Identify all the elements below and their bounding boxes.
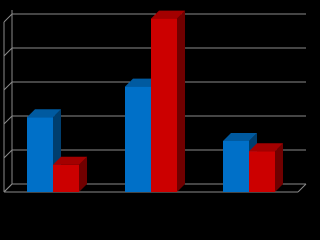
bar — [151, 18, 177, 192]
bar-side — [275, 143, 283, 192]
bar — [223, 141, 249, 192]
bar-top — [151, 10, 185, 19]
chart — [3, 10, 307, 193]
grid-line — [3, 47, 306, 57]
grid-line — [3, 149, 306, 159]
bar-top — [223, 133, 257, 141]
page: {"chart_data": {"type": "bar3d", "catego… — [3, 10, 307, 193]
bar-side — [177, 10, 185, 192]
bar-top — [249, 143, 283, 152]
bar-top — [125, 78, 159, 87]
grid-line — [3, 81, 306, 91]
grid-line — [3, 13, 306, 23]
bar — [53, 164, 79, 192]
bar — [27, 117, 53, 192]
grid-line — [3, 183, 306, 193]
grid-line — [3, 115, 306, 125]
bar — [125, 86, 151, 192]
bar-side — [79, 156, 87, 192]
bar-top — [53, 156, 87, 165]
bar — [249, 151, 275, 192]
bar-top — [27, 109, 61, 118]
floor-edge — [297, 183, 307, 193]
